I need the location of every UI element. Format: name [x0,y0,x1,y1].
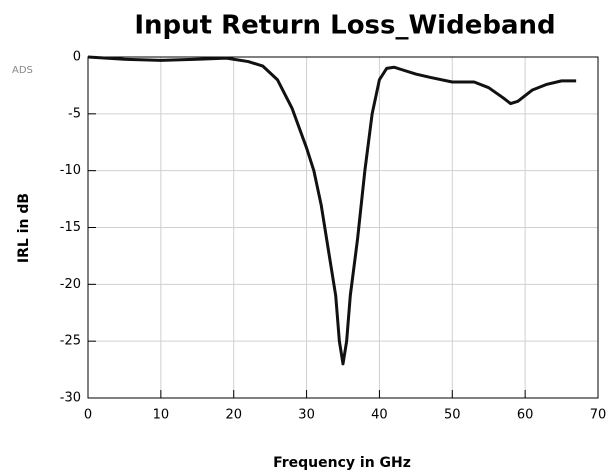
x-tick-label: 60 [517,408,534,423]
y-tick-label: -10 [60,163,81,178]
x-tick-label: 0 [84,408,92,423]
y-tick-label: -15 [60,220,81,235]
plot-frame [87,56,599,399]
y-tick-label: -25 [60,334,81,349]
x-axis-label: Frequency in GHz [273,455,411,471]
y-tick-label: -20 [60,277,81,292]
x-tick-label: 30 [298,408,315,423]
annotation: ADS [12,65,33,76]
y-tick-label: -30 [60,391,81,406]
y-axis-label: IRL in dB [16,193,32,263]
x-tick-label: 40 [371,408,388,423]
x-tick-label: 20 [225,408,242,423]
data-line [87,55,577,366]
x-tick-label: 70 [590,408,607,423]
x-tick-label: 50 [444,408,461,423]
y-tick-label: -5 [68,106,81,121]
chart-title: Input Return Loss_Wideband [134,11,555,41]
x-tick-label: 10 [153,408,170,423]
y-tick-label: 0 [73,50,81,65]
